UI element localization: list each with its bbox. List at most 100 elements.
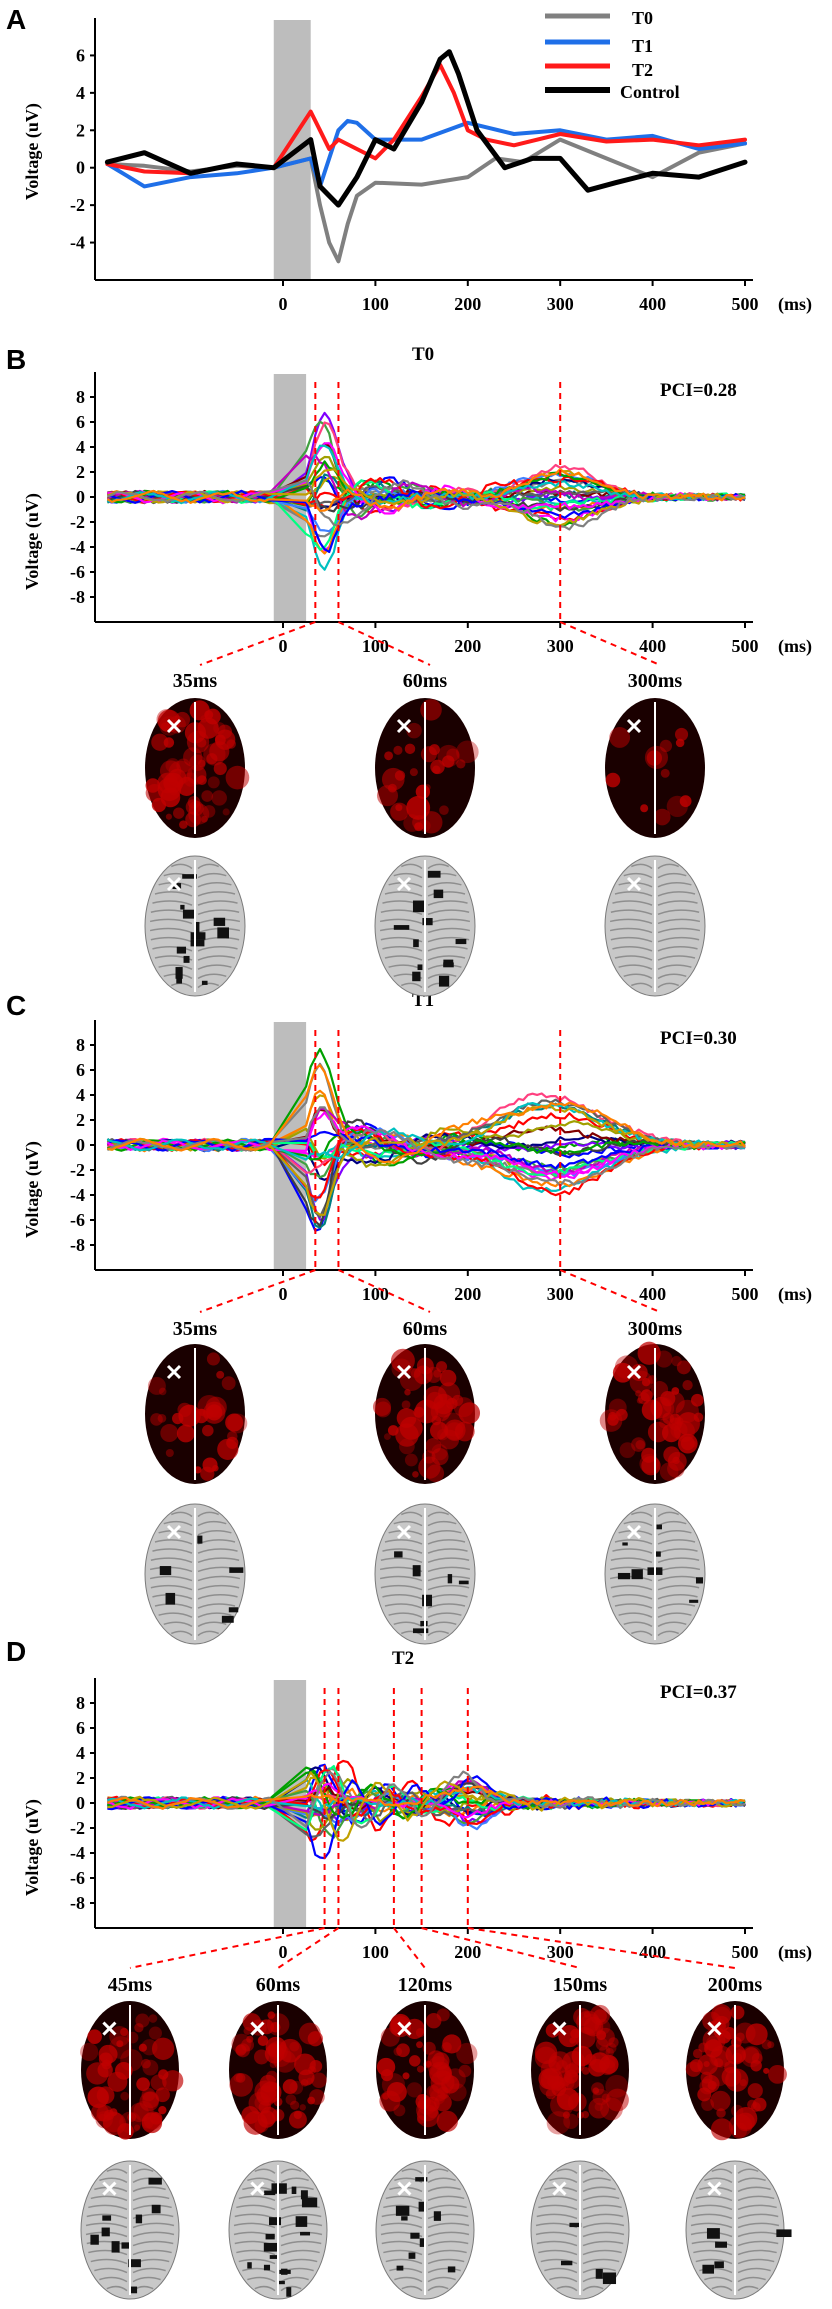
stimulation-marker-icon [396, 1364, 412, 1380]
x-tick-label: 300 [547, 1942, 574, 1962]
activation-patch [656, 1524, 662, 1530]
activation-blob [269, 2060, 278, 2069]
activation-blob [437, 744, 460, 768]
gyrus [695, 2258, 775, 2265]
gyrus [704, 2177, 766, 2184]
activation-blob [605, 2048, 614, 2057]
activation-blob [425, 1437, 442, 1454]
activation-patch [176, 946, 187, 954]
activation-blob [209, 741, 230, 762]
activation-blob [109, 2026, 130, 2047]
gyrus [536, 2213, 624, 2220]
stimulation-marker-icon [552, 2021, 567, 2036]
connector-line [467, 1927, 736, 1969]
y-tick-label: -8 [70, 1893, 85, 1913]
x-tick-label: 0 [279, 294, 288, 314]
activation-blob [763, 2067, 770, 2074]
gyrus [88, 2249, 172, 2256]
brain-activation-b-1 [145, 698, 250, 838]
brain-label-d-3: 120ms [397, 1974, 453, 1996]
y-tick-label: 2 [76, 120, 85, 140]
activation-blob [114, 2061, 133, 2080]
connector-line [199, 1269, 316, 1313]
gyrus [538, 2249, 622, 2256]
activation-blob [595, 2037, 609, 2051]
gyrus [380, 1584, 470, 1591]
stim-window [273, 20, 311, 280]
x-tick-label: 400 [639, 1284, 666, 1304]
gyrus [540, 2195, 620, 2202]
activation-blob [395, 804, 403, 812]
activation-blob [145, 784, 164, 802]
y-tick-label: 6 [76, 45, 85, 65]
activation-blob [710, 2118, 733, 2141]
gyrus [385, 2258, 465, 2265]
x-tick-label: 0 [279, 636, 288, 656]
gyrus [158, 1612, 232, 1618]
activation-blob [697, 2054, 719, 2076]
activation-blob [213, 761, 227, 776]
activation-patch [412, 1565, 421, 1577]
activation-blob [750, 2060, 762, 2072]
y-tick-label: 4 [76, 1085, 85, 1105]
series-line-t0 [105, 137, 747, 264]
activation-blob [399, 1438, 415, 1455]
channel-trace [107, 1775, 746, 1860]
activation-patch [420, 1620, 428, 1627]
activation-blob [425, 2060, 432, 2068]
panel-c-pci: PCI=0.30 [660, 1028, 737, 1049]
x-tick-label: 300 [547, 1284, 574, 1304]
stimulation-marker-icon [250, 2021, 265, 2036]
gyrus [711, 2285, 759, 2292]
gyrus [711, 2168, 759, 2174]
brain-label-c-2: 60ms [402, 1318, 448, 1340]
brain-activation-d-5 [685, 2001, 787, 2141]
panel-b-axes [90, 372, 753, 628]
activation-blob [134, 2124, 141, 2131]
series-line-control [104, 49, 748, 208]
activation-patch [286, 2287, 292, 2297]
x-tick-label: 500 [732, 636, 759, 656]
activation-blob [745, 2023, 768, 2046]
brain-surface-c-2 [374, 1503, 476, 1645]
activation-blob [631, 1437, 646, 1452]
gyrus [614, 955, 696, 961]
channel-trace [106, 1785, 746, 1810]
activation-blob [202, 1424, 214, 1437]
y-tick-label: 6 [76, 412, 85, 432]
activation-blob [660, 768, 670, 778]
panel-d-traces [106, 1759, 746, 1860]
activation-blob [290, 2100, 300, 2110]
panel-c-traces [106, 1047, 746, 1232]
activation-patch [90, 2234, 99, 2245]
activation-blob [570, 2029, 580, 2039]
activation-blob [217, 1438, 239, 1460]
activation-patch [182, 909, 196, 919]
connector-line [559, 1269, 661, 1313]
gyrus [380, 909, 470, 915]
activation-patch [291, 2186, 297, 2194]
activation-blob [158, 1387, 167, 1396]
stimulation-marker-icon [250, 2181, 265, 2196]
activation-blob [546, 2111, 571, 2135]
gyrus [544, 2267, 616, 2274]
y-tick-label: 2 [76, 1768, 85, 1788]
activation-patch [135, 2214, 143, 2224]
connector-line [338, 621, 431, 666]
activation-blob [308, 2065, 317, 2075]
activation-patch [695, 1577, 704, 1584]
gyrus [394, 2276, 456, 2283]
gyrus [623, 872, 687, 879]
activation-blob [690, 1393, 704, 1407]
activation-blob [87, 2029, 102, 2044]
activation-blob [222, 808, 230, 816]
activation-patch [280, 2268, 288, 2275]
y-tick-label: 6 [76, 1718, 85, 1738]
activation-blob [679, 795, 692, 808]
gyrus [90, 2195, 170, 2202]
channel-trace [106, 468, 746, 512]
activation-blob [120, 2091, 130, 2101]
x-tick-label: 0 [279, 1284, 288, 1304]
activation-patch [433, 2211, 441, 2221]
legend-label-control: Control [620, 82, 680, 102]
